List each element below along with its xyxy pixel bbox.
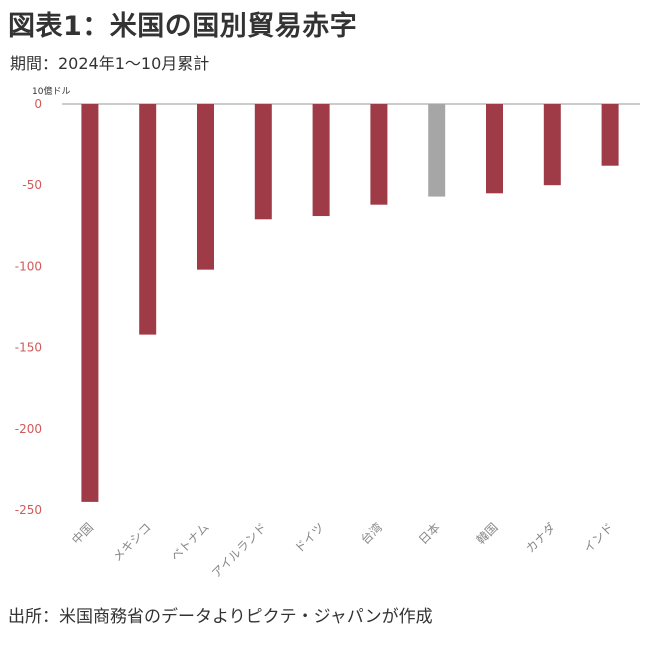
bar-9 xyxy=(601,104,619,166)
y-tick-label: -150 xyxy=(15,341,42,355)
y-tick-label: 0 xyxy=(34,97,42,111)
y-unit-label: 10億ドル xyxy=(32,85,70,97)
x-category-label: メキシコ xyxy=(110,520,154,564)
x-category-label: 中国 xyxy=(68,520,96,548)
x-category-label: ベトナム xyxy=(168,520,212,564)
y-tick-label: -200 xyxy=(15,422,42,436)
bar-1 xyxy=(139,104,157,335)
chart-title: 図表1：米国の国別貿易赤字 xyxy=(8,11,358,42)
bar-6 xyxy=(428,104,446,197)
bar-5 xyxy=(370,104,388,205)
bar-4 xyxy=(312,104,330,217)
x-category-label: ドイツ xyxy=(292,520,327,555)
bar-7 xyxy=(486,104,503,194)
y-tick-label: -100 xyxy=(15,259,42,273)
bar-8 xyxy=(543,104,561,186)
source-note: 出所：米国商務省のデータよりピクテ・ジャパンが作成 xyxy=(8,607,433,627)
bar-0 xyxy=(81,104,99,502)
x-category-label: 日本 xyxy=(416,520,443,547)
chart-subtitle: 期間：2024年1～10月累計 xyxy=(10,54,210,73)
bars xyxy=(81,104,619,502)
y-tick-label: -250 xyxy=(15,503,42,517)
x-category-label: アイルランド xyxy=(209,520,269,580)
x-category-label: インド xyxy=(581,520,616,555)
bar-2 xyxy=(197,104,214,270)
y-tick-label: -50 xyxy=(22,178,42,192)
x-category-label: 韓国 xyxy=(474,520,501,547)
bar-3 xyxy=(254,104,272,220)
x-category-label: カナダ xyxy=(522,520,558,556)
y-axis: 0 -50 -100 -150 -200 -250 xyxy=(15,97,42,517)
x-category-label: 台湾 xyxy=(357,520,385,548)
